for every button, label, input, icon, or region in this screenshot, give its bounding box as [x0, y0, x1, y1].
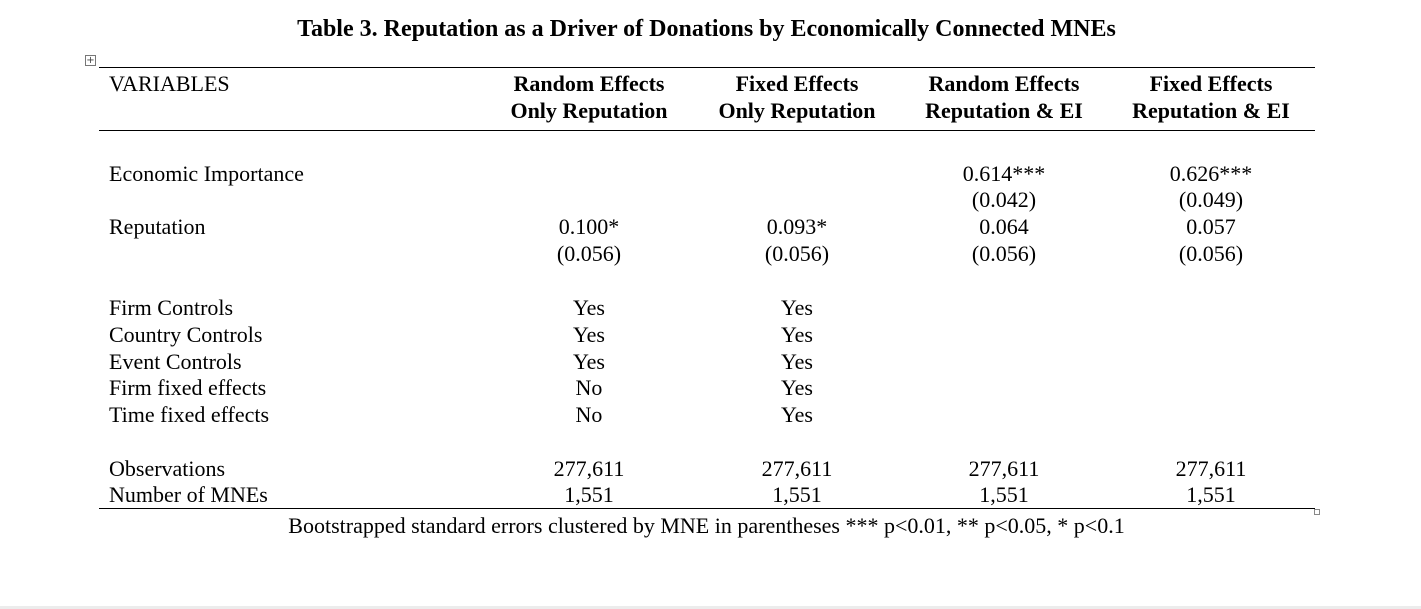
cell-time-fixed-effects-col1: No	[575, 402, 603, 427]
header-col3-line1: Random Effects	[928, 71, 1080, 96]
cell-event-controls-col2: Yes	[780, 349, 813, 374]
header-variables: VARIABLES	[109, 71, 230, 96]
table-top-rule	[99, 67, 1315, 68]
table-title: Table 3. Reputation as a Driver of Donat…	[297, 16, 1116, 42]
row-label-number-of-mnes: Number of MNEs	[109, 482, 268, 507]
cell-firm-fixed-effects-col2: Yes	[780, 375, 813, 400]
cell-observations-col2: 277,611	[761, 456, 833, 481]
header-col1-line1: Random Effects	[513, 71, 665, 96]
cell-reputation-se-col4: (0.056)	[1178, 241, 1244, 266]
table-move-handle-icon[interactable]: +	[85, 55, 96, 66]
cell-firm-controls-col2: Yes	[780, 295, 813, 320]
cell-economic-importance-se-col4: (0.049)	[1178, 187, 1244, 212]
cell-reputation-col1: 0.100*	[558, 214, 620, 239]
cell-reputation-col3: 0.064	[979, 214, 1029, 239]
row-label-event-controls: Event Controls	[109, 349, 242, 374]
page-bottom-edge	[0, 606, 1421, 609]
header-col1-line2: Only Reputation	[510, 98, 668, 123]
cell-reputation-col2: 0.093*	[766, 214, 828, 239]
table-bottom-rule	[99, 508, 1315, 509]
row-label-reputation: Reputation	[109, 214, 206, 239]
row-label-firm-controls: Firm Controls	[109, 295, 234, 320]
cell-economic-importance-col3: 0.614***	[962, 161, 1046, 186]
cell-number-of-mnes-col2: 1,551	[772, 482, 822, 507]
cell-number-of-mnes-col1: 1,551	[564, 482, 614, 507]
header-col4-line1: Fixed Effects	[1149, 71, 1273, 96]
cell-observations-col3: 277,611	[968, 456, 1040, 481]
cell-country-controls-col2: Yes	[780, 322, 813, 347]
cell-economic-importance-se-col3: (0.042)	[971, 187, 1037, 212]
cell-economic-importance-col4: 0.626***	[1169, 161, 1253, 186]
cell-number-of-mnes-col3: 1,551	[979, 482, 1029, 507]
cell-reputation-se-col1: (0.056)	[556, 241, 622, 266]
cell-reputation-col4: 0.057	[1186, 214, 1236, 239]
cell-country-controls-col1: Yes	[572, 322, 605, 347]
table-footnote: Bootstrapped standard errors clustered b…	[288, 513, 1125, 538]
row-label-time-fixed-effects: Time fixed effects	[109, 402, 270, 427]
header-col3-line2: Reputation & EI	[925, 98, 1083, 123]
cell-firm-controls-col1: Yes	[572, 295, 605, 320]
header-col4-line2: Reputation & EI	[1132, 98, 1290, 123]
row-label-firm-fixed-effects: Firm fixed effects	[109, 375, 267, 400]
header-col2-line1: Fixed Effects	[735, 71, 859, 96]
cell-event-controls-col1: Yes	[572, 349, 605, 374]
cell-number-of-mnes-col4: 1,551	[1186, 482, 1236, 507]
table-resize-handle-icon[interactable]	[1314, 509, 1320, 515]
cell-observations-col1: 277,611	[553, 456, 625, 481]
cell-firm-fixed-effects-col1: No	[575, 375, 603, 400]
row-label-observations: Observations	[109, 456, 226, 481]
cell-observations-col4: 277,611	[1175, 456, 1247, 481]
cell-time-fixed-effects-col2: Yes	[780, 402, 813, 427]
cell-reputation-se-col3: (0.056)	[971, 241, 1037, 266]
header-col2-line2: Only Reputation	[718, 98, 876, 123]
cell-reputation-se-col2: (0.056)	[764, 241, 830, 266]
row-label-country-controls: Country Controls	[109, 322, 263, 347]
row-label-economic-importance: Economic Importance	[109, 161, 304, 186]
header-bottom-rule	[99, 130, 1315, 131]
